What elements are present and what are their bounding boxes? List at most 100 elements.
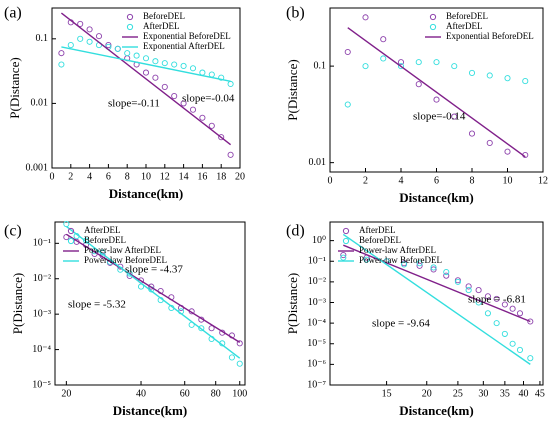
x-tick-label: 6 bbox=[106, 171, 111, 182]
data-point bbox=[362, 14, 369, 21]
legend-marker bbox=[126, 23, 134, 31]
legend-label: Exponential BeforeDEL bbox=[446, 31, 534, 41]
data-point bbox=[126, 270, 133, 277]
data-point bbox=[199, 114, 206, 121]
x-axis-label: Distance(km) bbox=[113, 403, 187, 418]
y-tick-label: 0.1 bbox=[314, 60, 327, 71]
data-point bbox=[218, 74, 225, 81]
data-point bbox=[95, 33, 103, 40]
legend-label: Power-law BeforeDEL bbox=[84, 255, 167, 265]
x-tick-label: 20 bbox=[422, 388, 432, 399]
legend-marker bbox=[67, 237, 75, 245]
fit-line bbox=[65, 233, 241, 343]
x-axis-label: Distance(km) bbox=[109, 186, 183, 201]
data-point bbox=[380, 55, 387, 62]
data-point bbox=[67, 42, 74, 49]
data-point bbox=[148, 283, 155, 290]
legend-label: BeforeDEL bbox=[143, 11, 185, 21]
legend-label: BeforeDEL bbox=[446, 11, 488, 21]
y-tick-label: 10⁻³ bbox=[308, 297, 326, 308]
x-tick-label: 15 bbox=[382, 388, 392, 399]
data-point bbox=[208, 325, 215, 332]
data-point bbox=[86, 26, 93, 33]
data-point bbox=[161, 83, 168, 90]
data-point bbox=[171, 61, 178, 68]
data-point bbox=[484, 310, 491, 317]
data-point bbox=[430, 264, 437, 271]
data-point bbox=[236, 360, 243, 367]
data-point bbox=[133, 52, 140, 59]
x-tick-label: 45 bbox=[535, 388, 545, 399]
data-point bbox=[454, 278, 461, 285]
data-point bbox=[468, 130, 476, 137]
y-tick-label: 10⁻⁵ bbox=[32, 379, 51, 390]
y-axis-label: P(Distance) bbox=[285, 59, 300, 120]
data-point bbox=[504, 148, 511, 155]
data-point bbox=[86, 38, 93, 45]
data-point bbox=[340, 251, 347, 259]
plot-frame bbox=[329, 221, 544, 386]
legend-label: Exponential AfterDEL bbox=[143, 41, 225, 51]
data-point bbox=[171, 92, 178, 100]
legend-label: Exponential BeforeDEL bbox=[143, 31, 231, 41]
data-point bbox=[363, 256, 370, 263]
data-point bbox=[401, 261, 408, 268]
y-axis-label: P(Distance) bbox=[285, 273, 300, 334]
fit-line bbox=[347, 27, 526, 158]
data-point bbox=[486, 139, 493, 146]
x-axis-label: Distance(km) bbox=[399, 190, 473, 205]
data-point bbox=[504, 75, 511, 82]
y-tick-label: 0.1 bbox=[36, 33, 49, 44]
data-point bbox=[465, 283, 472, 290]
y-tick-label: 0.01 bbox=[31, 98, 49, 109]
annotation: slope = -9.64 bbox=[372, 318, 430, 330]
y-tick-label: 10⁻⁴ bbox=[307, 317, 326, 328]
y-tick-label: 10⁻¹ bbox=[308, 256, 326, 267]
data-point bbox=[236, 340, 243, 347]
data-point bbox=[484, 293, 491, 300]
data-point bbox=[208, 71, 215, 78]
data-point bbox=[362, 63, 369, 70]
data-point bbox=[443, 268, 450, 276]
data-point bbox=[416, 260, 423, 267]
data-point bbox=[509, 305, 516, 312]
data-point bbox=[468, 69, 476, 76]
data-point bbox=[114, 45, 121, 52]
annotation: slope = -5.32 bbox=[68, 299, 126, 311]
data-point bbox=[82, 237, 90, 244]
legend-marker bbox=[126, 13, 134, 21]
y-tick-label: 10⁻² bbox=[33, 273, 51, 284]
fit-line bbox=[342, 233, 531, 365]
data-point bbox=[433, 59, 440, 66]
x-tick-label: 0 bbox=[50, 171, 55, 182]
x-tick-label: 8 bbox=[470, 175, 475, 186]
legend-label: AfterDEL bbox=[359, 225, 395, 235]
y-tick-label: 10⁻⁵ bbox=[307, 338, 326, 349]
plot-frame bbox=[54, 221, 246, 386]
legend-marker bbox=[67, 227, 75, 235]
data-point bbox=[486, 72, 493, 79]
data-point bbox=[142, 69, 150, 76]
data-point bbox=[58, 50, 65, 57]
data-point bbox=[124, 50, 131, 57]
legend-label: Power-law AfterDEL bbox=[359, 245, 436, 255]
data-point bbox=[415, 81, 422, 88]
data-point bbox=[527, 355, 534, 362]
data-point bbox=[58, 61, 65, 68]
data-point bbox=[451, 63, 458, 70]
data-point bbox=[451, 113, 458, 120]
data-point bbox=[416, 262, 423, 269]
data-point bbox=[152, 58, 159, 65]
data-point bbox=[433, 96, 440, 103]
y-tick-label: 10⁻⁶ bbox=[307, 359, 326, 370]
data-point bbox=[198, 325, 205, 332]
panel-label: (a) bbox=[4, 5, 22, 22]
data-point bbox=[228, 354, 235, 361]
x-tick-label: 20 bbox=[61, 388, 71, 399]
data-point bbox=[516, 346, 524, 354]
data-point bbox=[501, 301, 508, 308]
x-tick-label: 14 bbox=[179, 171, 189, 182]
data-point bbox=[340, 254, 347, 261]
data-point bbox=[105, 42, 112, 49]
